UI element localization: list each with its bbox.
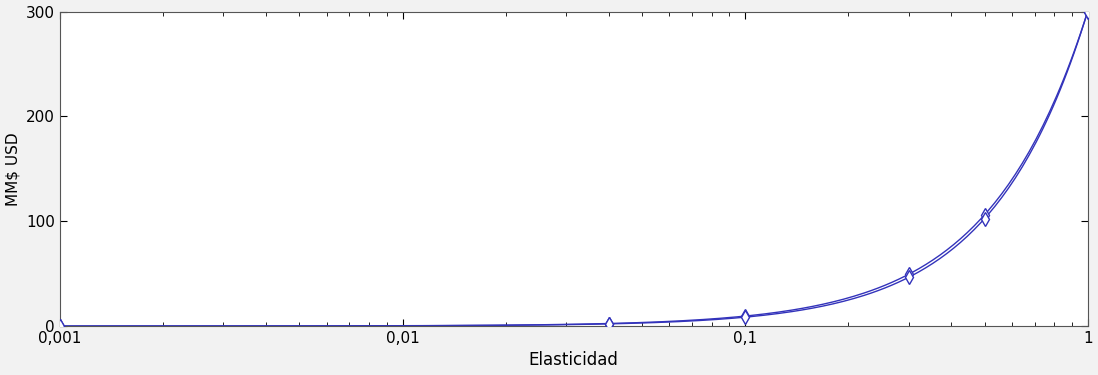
Y-axis label: MM$ USD: MM$ USD bbox=[5, 132, 21, 206]
X-axis label: Elasticidad: Elasticidad bbox=[529, 351, 619, 369]
